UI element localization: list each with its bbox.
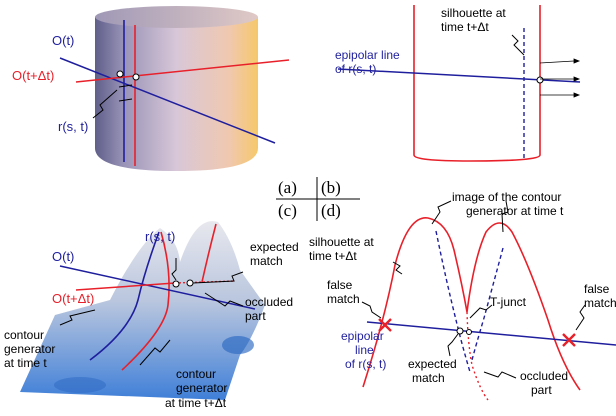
label-silhouette-d2: time t+Δt	[309, 249, 357, 263]
pointer	[361, 301, 382, 319]
label-r: r(s, t)	[58, 119, 88, 134]
label-contour-gen-dt-1: contour	[176, 367, 216, 381]
label-false-right-2: match	[584, 296, 616, 310]
image-contour-d-2	[471, 247, 504, 361]
panel-d: image of the contour generator at time t…	[309, 190, 616, 401]
pointer	[483, 371, 517, 379]
false-match-right-mark	[562, 333, 576, 347]
label-contour-gen-dt-2: generator	[176, 381, 227, 395]
label-silhouette-d1: silhouette at	[309, 235, 374, 249]
epipolar-line-d	[366, 321, 616, 346]
legend-d: (d)	[321, 201, 341, 220]
label-expected-c1: expected	[250, 240, 299, 254]
label-expected-c2: match	[250, 254, 283, 268]
legend-b: (b)	[321, 178, 341, 197]
panel-legend: (a) (b) (c) (d)	[276, 177, 360, 221]
label-false-left-1: false	[327, 278, 353, 292]
label-tjunct: T-junct	[490, 295, 527, 309]
label-contour-gen-dt-3: at time t+Δt	[165, 396, 227, 410]
label-silhouette-1: silhouette at	[441, 6, 506, 20]
label-contour-gen-3: at time t	[4, 356, 47, 370]
surface	[20, 221, 265, 400]
image-contour-d	[435, 230, 471, 373]
pointer	[171, 258, 177, 281]
point-expected-d	[456, 327, 464, 335]
normal-arrows	[539, 58, 581, 98]
pointer	[392, 261, 403, 275]
pointer	[447, 333, 459, 357]
label-O-t-dt-c: O(t+Δt)	[52, 291, 94, 306]
pointer	[501, 200, 509, 233]
panel-c: O(t) O(t+Δt) r(s, t) expected match occl…	[4, 221, 299, 410]
pointer	[139, 339, 171, 366]
label-O-t: O(t)	[52, 33, 74, 48]
label-occluded-d2: part	[531, 383, 552, 397]
panel-a: O(t) O(t+Δt) r(s, t)	[12, 6, 290, 171]
label-epipolar-2: of r(s, t)	[335, 62, 376, 76]
tick-mark	[118, 84, 133, 88]
label-r-c: r(s, t)	[145, 229, 175, 244]
false-match-left-mark	[378, 318, 392, 332]
label-occluded-c1: occluded	[245, 295, 293, 309]
pointer-zigzag	[92, 89, 118, 119]
point-expected-c	[186, 279, 194, 287]
pointer	[469, 304, 493, 319]
legend-a: (a)	[278, 178, 297, 197]
label-contour-gen-1: contour	[4, 328, 44, 342]
label-image-contour-2: generator at time t	[466, 204, 564, 218]
label-expected-d2: match	[412, 371, 445, 385]
contour-generator-t	[89, 231, 160, 361]
legend-c: (c)	[278, 201, 297, 220]
pointer	[204, 292, 244, 307]
label-epipolar-d3: of r(s, t)	[345, 357, 386, 371]
label-false-left-2: match	[327, 292, 360, 306]
point-match-a	[132, 73, 140, 81]
ray-O-t-c	[59, 265, 256, 310]
pointer-zigzag-b	[511, 34, 525, 56]
label-expected-d1: expected	[408, 357, 457, 371]
pointer	[431, 200, 452, 225]
pointer	[59, 309, 96, 326]
silhouette-occluded-d	[466, 311, 489, 401]
surface-hollow	[54, 377, 106, 393]
point-intersection-b	[536, 76, 544, 84]
contour-generator-t-dt	[121, 231, 170, 371]
ray-O-t-dt-c	[75, 282, 176, 291]
label-contour-gen-2: generator	[4, 342, 55, 356]
silhouette-d	[362, 217, 581, 391]
label-epipolar-d2: line	[355, 343, 374, 357]
silhouette-outline	[413, 5, 541, 162]
cylinder-top	[95, 6, 258, 28]
label-O-t-dt: O(t+Δt)	[12, 68, 54, 83]
surface-hollow	[222, 336, 254, 354]
label-epipolar-1: epipolar line	[335, 48, 400, 62]
point-r	[116, 70, 124, 78]
label-O-t-c: O(t)	[52, 249, 74, 264]
pointer	[192, 271, 244, 284]
tick-mark	[118, 98, 133, 102]
ray-O-t	[59, 57, 276, 144]
panel-b: silhouette at time t+Δt epipolar line of…	[335, 5, 581, 162]
ray-O-t-dt	[75, 59, 290, 83]
label-silhouette-2: time t+Δt	[441, 20, 489, 34]
label-false-right-1: false	[584, 282, 610, 296]
contour-generator-2nd-bump	[201, 223, 217, 283]
cylinder-body	[95, 17, 258, 171]
pointer	[575, 304, 586, 331]
label-image-contour-1: image of the contour	[452, 190, 561, 204]
label-epipolar-d1: epipolar	[341, 329, 384, 343]
label-occluded-c2: part	[245, 309, 266, 323]
label-occluded-d1: occluded	[520, 369, 568, 383]
point-tjunct-d	[466, 329, 472, 335]
point-r-c	[172, 280, 180, 288]
